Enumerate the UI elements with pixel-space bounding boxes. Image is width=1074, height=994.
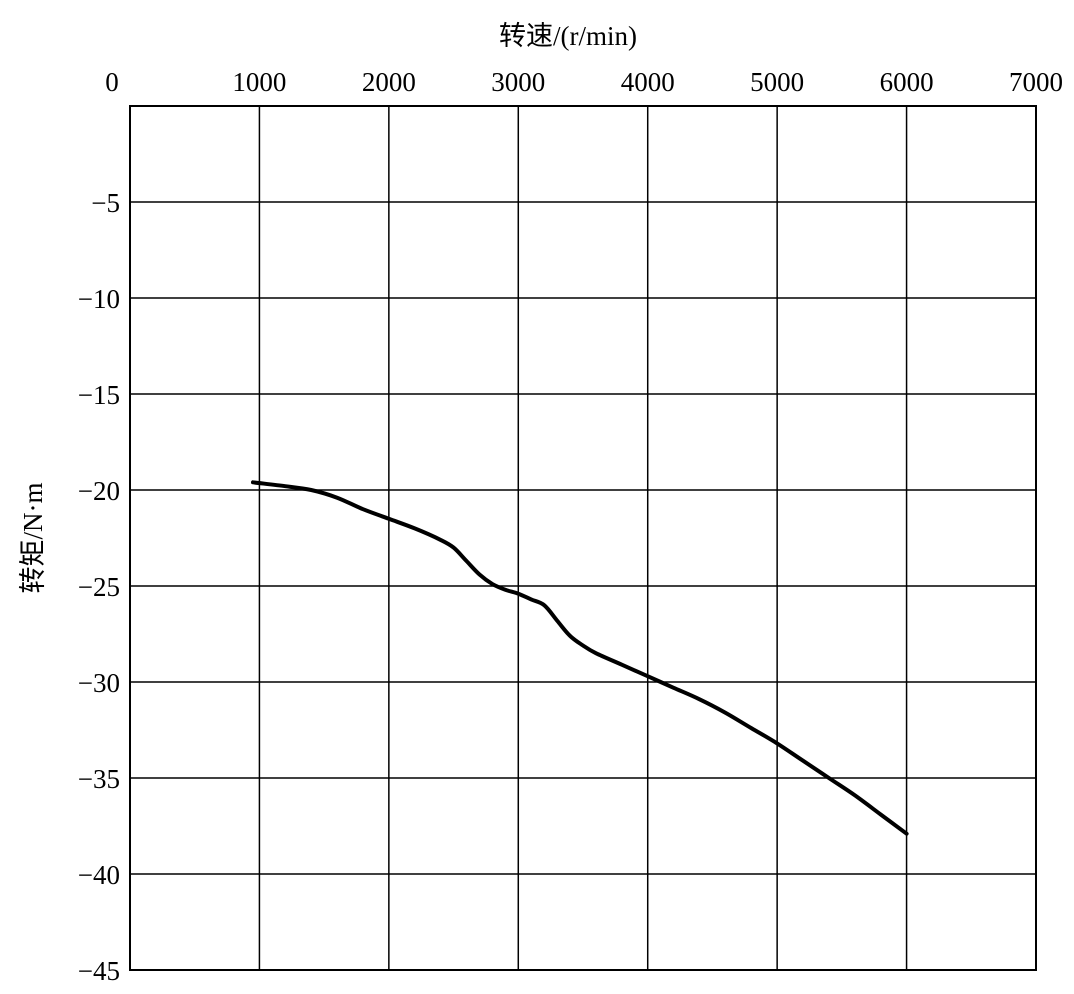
x-tick-label: 1000 [232,67,286,97]
y-tick-label: −15 [78,380,120,410]
y-tick-labels: −5 −10 −15 −20 −25 −30 −35 −40 −45 [78,188,120,986]
x-tick-label: 6000 [880,67,934,97]
x-tick-label: 0 [105,67,119,97]
x-tick-label: 3000 [491,67,545,97]
grid-lines [130,106,1036,970]
y-tick-label: −20 [78,476,120,506]
y-tick-label: −10 [78,284,120,314]
x-tick-label: 7000 [1009,67,1063,97]
y-tick-label: −35 [78,764,120,794]
x-tick-labels: 0 1000 2000 3000 4000 5000 6000 7000 [105,67,1063,97]
y-tick-label: −45 [78,956,120,986]
torque-series-line [251,480,909,836]
y-tick-label: −40 [78,860,120,890]
y-tick-label: −5 [91,188,120,218]
plot-area-frame [129,105,1037,971]
x-tick-label: 5000 [750,67,804,97]
y-tick-label: −30 [78,668,120,698]
x-tick-label: 2000 [362,67,416,97]
series-layer [251,480,909,836]
x-axis-title: 转速/(r/min) [499,21,637,51]
y-axis-title: 转矩/N·m [18,483,48,594]
y-tick-label: −25 [78,572,120,602]
x-tick-label: 4000 [621,67,675,97]
